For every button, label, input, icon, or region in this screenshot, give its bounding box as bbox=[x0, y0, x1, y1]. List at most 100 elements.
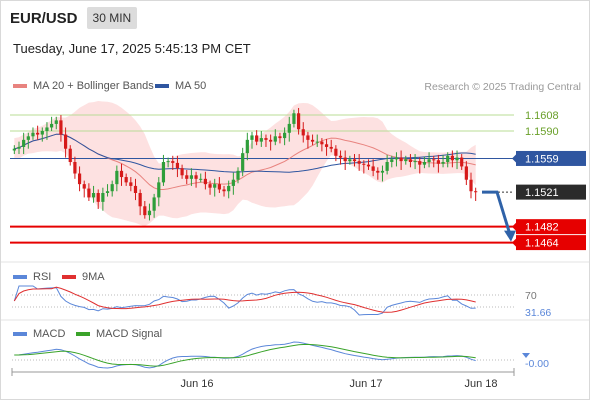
macd-swatch bbox=[13, 332, 27, 336]
candle-body bbox=[199, 178, 203, 180]
candle-body bbox=[362, 163, 366, 165]
candle-body bbox=[87, 188, 91, 198]
candle-body bbox=[394, 157, 399, 160]
macd-legend-label: MACD bbox=[33, 328, 66, 340]
candle-body bbox=[119, 170, 124, 178]
candle-body bbox=[432, 159, 436, 161]
ma20-swatch bbox=[13, 84, 27, 88]
forecast-arrow-head bbox=[504, 230, 516, 242]
candle-body bbox=[385, 162, 389, 171]
candle-body bbox=[287, 123, 291, 133]
candle-body bbox=[236, 170, 240, 180]
legend-rsi: RSI bbox=[13, 271, 51, 283]
rsi-ma9-line bbox=[13, 286, 476, 313]
rsi-legend-label: RSI bbox=[33, 271, 52, 283]
candle-body bbox=[133, 185, 138, 193]
candle-body bbox=[441, 162, 445, 164]
signal-swatch bbox=[76, 332, 90, 336]
candle-body bbox=[36, 132, 40, 135]
candle-body bbox=[273, 136, 277, 142]
candle-body bbox=[68, 148, 72, 162]
candle-body bbox=[366, 164, 371, 167]
legend-9ma: 9MA bbox=[62, 271, 105, 283]
candle-body bbox=[180, 168, 184, 176]
candle-body bbox=[264, 138, 268, 140]
candle-body bbox=[63, 134, 68, 149]
level-label-0: 1.1608 bbox=[525, 110, 559, 122]
candle-body bbox=[213, 184, 217, 188]
candle-body bbox=[469, 179, 473, 192]
candle-body bbox=[22, 139, 26, 147]
candle-body bbox=[175, 162, 180, 169]
candle-body bbox=[376, 170, 380, 173]
candle-body bbox=[26, 136, 30, 140]
candle-body bbox=[404, 159, 408, 162]
candle-body bbox=[348, 159, 352, 162]
candle-body bbox=[408, 159, 413, 162]
candle-body bbox=[105, 191, 110, 193]
candle-body bbox=[115, 170, 119, 185]
candle-body bbox=[329, 146, 333, 149]
ma50-line bbox=[14, 133, 476, 173]
candle-body bbox=[259, 138, 263, 142]
candle-body bbox=[138, 193, 142, 207]
macd-marker-icon bbox=[522, 353, 530, 358]
candle-body bbox=[255, 135, 259, 142]
candle-body bbox=[250, 135, 254, 140]
candle-body bbox=[292, 113, 296, 124]
level-label-2: 1.1559 bbox=[525, 153, 559, 165]
level-tag-arrow-4 bbox=[512, 238, 516, 247]
candle-body bbox=[203, 178, 207, 185]
candle-body bbox=[124, 177, 128, 183]
credit-text: Research © 2025 Trading Central bbox=[424, 81, 581, 93]
x-tick-label: Jun 16 bbox=[180, 378, 213, 390]
level-tag-2 bbox=[516, 150, 586, 166]
candle-body bbox=[278, 136, 282, 139]
candle-body bbox=[315, 141, 319, 143]
candle-body bbox=[380, 170, 385, 173]
candle-body bbox=[157, 182, 161, 198]
candle-body bbox=[73, 162, 77, 174]
candle-body bbox=[310, 139, 315, 142]
candle-body bbox=[343, 157, 347, 162]
chart-datetime: Tuesday, June 17, 2025 5:45:13 PM CET bbox=[13, 41, 251, 56]
candle-body bbox=[320, 141, 324, 145]
candle-body bbox=[50, 123, 54, 128]
candle-body bbox=[152, 197, 156, 211]
candle-body bbox=[208, 184, 212, 188]
candle-body bbox=[338, 155, 343, 158]
level-label-3: 1.1482 bbox=[525, 222, 559, 234]
candle-body bbox=[450, 155, 454, 161]
candle-body bbox=[460, 157, 464, 167]
candle-body bbox=[334, 148, 338, 156]
macd-signal-line bbox=[14, 343, 476, 367]
candle-body bbox=[110, 184, 114, 192]
candle-body bbox=[12, 148, 16, 151]
candle-body bbox=[436, 160, 440, 164]
ma20-label: MA 20 + Bollinger Bands bbox=[33, 80, 154, 92]
ma50-swatch bbox=[155, 84, 169, 88]
timeframe-button[interactable]: 30 MIN bbox=[86, 7, 138, 29]
candle-body bbox=[413, 161, 417, 163]
candle-body bbox=[464, 166, 468, 180]
rsi-swatch bbox=[13, 275, 27, 279]
candle-body bbox=[171, 161, 175, 163]
candle-body bbox=[17, 146, 21, 149]
ma50-label: MA 50 bbox=[175, 80, 207, 92]
candle-body bbox=[129, 182, 133, 186]
candle-body bbox=[446, 155, 450, 162]
candle-body bbox=[82, 184, 86, 189]
level-tag-3 bbox=[516, 219, 586, 235]
legend-ma50: MA 50 bbox=[155, 80, 206, 92]
candle-body bbox=[101, 193, 105, 202]
candle-body bbox=[245, 139, 249, 154]
candle-body bbox=[54, 120, 58, 124]
bollinger-band-fill bbox=[14, 101, 476, 227]
rsi-line bbox=[13, 285, 476, 316]
candle-body bbox=[283, 132, 287, 139]
candle-body bbox=[222, 189, 226, 192]
candle-body bbox=[161, 162, 166, 183]
candle-body bbox=[59, 120, 63, 135]
candle-body bbox=[77, 173, 82, 185]
